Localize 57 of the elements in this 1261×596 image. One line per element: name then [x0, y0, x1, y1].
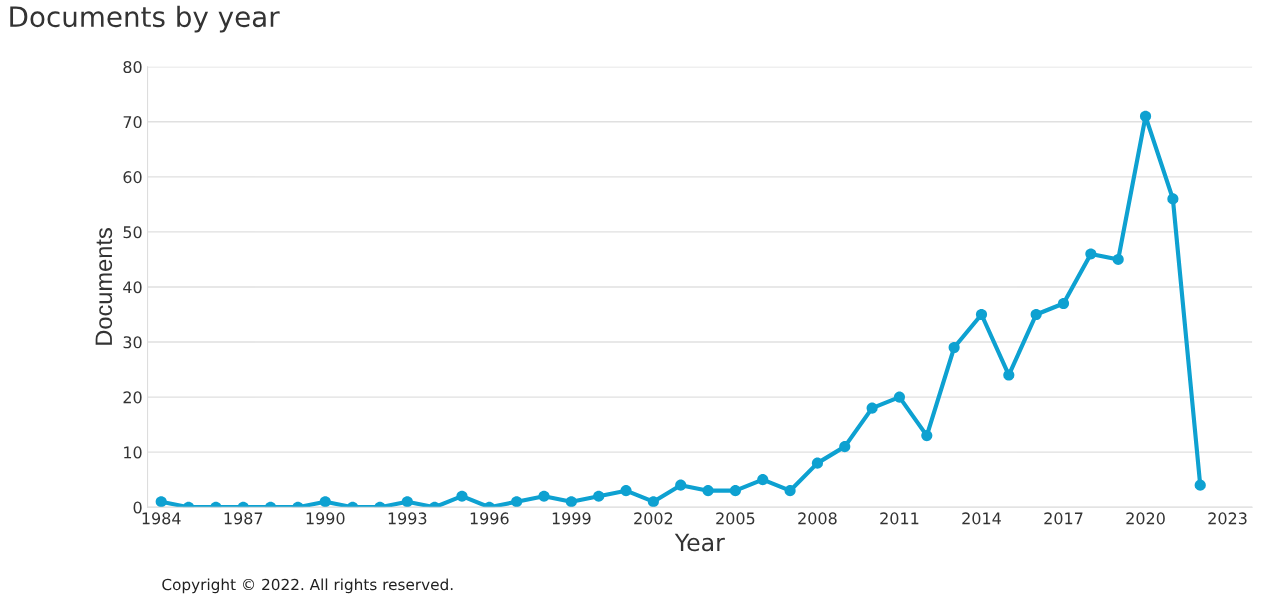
x-tick-label: 1990	[306, 512, 345, 525]
x-tick-label: 2011	[880, 512, 919, 525]
x-tick-label: 2008	[798, 512, 837, 525]
point	[155, 496, 167, 508]
point	[866, 402, 878, 414]
y-tick-label: 50	[123, 226, 142, 239]
point	[647, 496, 659, 508]
x-tick-label: 2023	[1208, 512, 1247, 525]
point	[811, 457, 823, 469]
y-tick-label: 60	[123, 171, 142, 184]
y-tick-label: 0	[133, 501, 142, 514]
point	[1167, 193, 1179, 205]
x-tick-label: 2014	[962, 512, 1001, 525]
y-tick-label: 80	[123, 60, 142, 74]
point	[921, 430, 933, 442]
x-tick-label: 1984	[142, 512, 181, 525]
x-tick-label: 2020	[1126, 512, 1165, 525]
x-tick-label: 2017	[1044, 512, 1083, 525]
point	[1057, 297, 1070, 310]
point	[948, 341, 960, 354]
x-tick-label: 1999	[552, 512, 591, 525]
x-axis-title: Year	[674, 533, 725, 552]
y-tick-label: 20	[123, 391, 142, 404]
x-tick-label: 1993	[388, 512, 427, 525]
point	[1139, 110, 1152, 122]
point	[729, 485, 741, 497]
point	[1030, 308, 1042, 321]
point	[757, 474, 769, 486]
x-tick-label: 2002	[634, 512, 673, 525]
point	[1085, 248, 1097, 260]
point	[538, 490, 550, 502]
point	[839, 441, 851, 453]
y-axis-title: Documents	[95, 228, 113, 345]
point	[511, 496, 523, 508]
point	[1003, 369, 1015, 381]
text: Copyright © 2022. All rights reserved.	[162, 578, 453, 594]
point	[319, 496, 331, 508]
point	[702, 485, 714, 497]
x-tick-label: 1987	[224, 512, 263, 525]
x-tick-label: 1996	[470, 512, 509, 525]
point	[893, 391, 906, 403]
point	[565, 496, 577, 508]
point	[1194, 479, 1206, 491]
y-tick-label: 30	[123, 336, 142, 349]
y-tick-label: 40	[123, 281, 142, 294]
x-tick-label: 2005	[716, 512, 755, 525]
chart-title: Documents by year	[10, 5, 280, 33]
y-tick-label: 10	[124, 446, 142, 459]
point	[401, 496, 413, 508]
point	[784, 485, 796, 497]
point	[675, 479, 687, 491]
y-tick-label: 70	[123, 116, 142, 129]
point	[593, 490, 605, 502]
point	[1112, 253, 1124, 265]
point	[975, 308, 988, 321]
point	[620, 485, 632, 497]
point	[456, 490, 468, 502]
